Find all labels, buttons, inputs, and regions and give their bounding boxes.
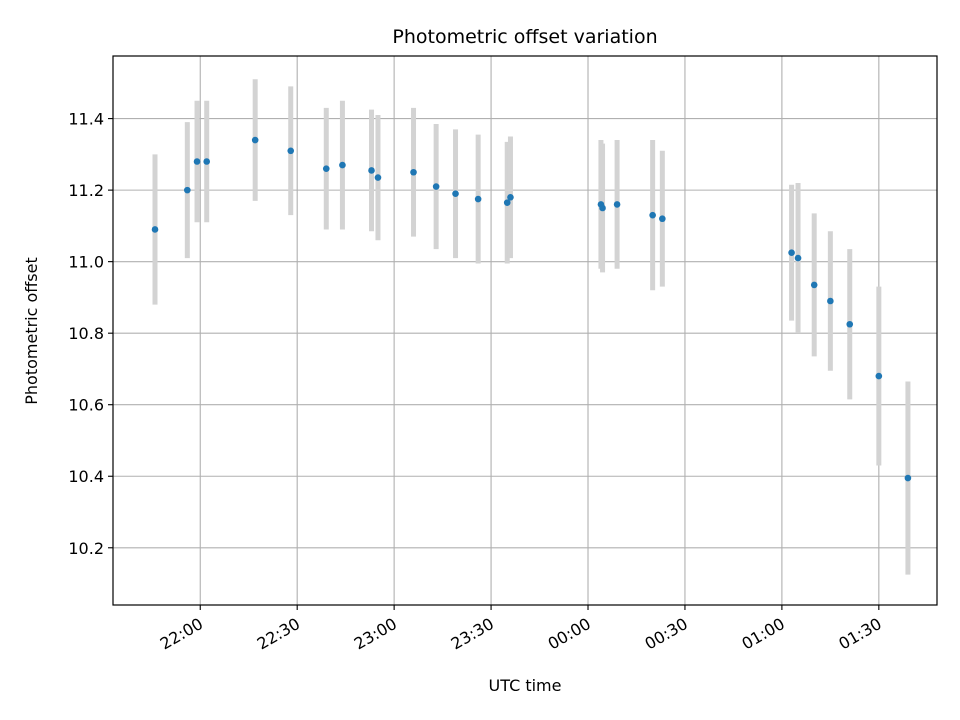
data-point <box>904 474 912 482</box>
data-point <box>251 136 259 144</box>
data-point <box>503 199 511 206</box>
data-point <box>875 372 883 380</box>
x-axis-label: UTC time <box>489 676 562 695</box>
data-point <box>151 226 159 233</box>
data-point <box>322 165 330 172</box>
y-tick-label: 11.4 <box>68 110 104 129</box>
data-point <box>507 193 514 201</box>
data-point <box>810 281 818 289</box>
y-tick-label: 11.0 <box>68 253 104 272</box>
data-point <box>339 161 346 169</box>
data-point <box>452 190 459 197</box>
data-point <box>432 183 440 190</box>
y-axis-label: Photometric offset <box>22 257 41 405</box>
chart-title: Photometric offset variation <box>392 26 657 48</box>
data-point <box>368 167 375 174</box>
y-tick-label: 10.4 <box>68 467 104 486</box>
data-point <box>846 320 854 328</box>
data-point <box>193 158 201 165</box>
y-tick-label: 10.8 <box>68 324 104 343</box>
data-point <box>649 211 656 219</box>
data-point <box>374 174 382 181</box>
data-point <box>788 249 795 257</box>
data-point <box>203 158 211 165</box>
data-point <box>184 186 191 194</box>
data-point <box>287 147 295 155</box>
y-tick-label: 10.2 <box>68 539 104 558</box>
data-point <box>794 254 802 262</box>
grid <box>113 56 937 605</box>
data-point <box>599 204 606 212</box>
y-tick-label: 10.6 <box>68 396 104 415</box>
plot-frame <box>112 55 938 606</box>
data-point <box>827 297 834 305</box>
data-point <box>410 168 417 176</box>
data-point <box>474 195 482 203</box>
y-tick-label: 11.2 <box>68 181 104 200</box>
data-points <box>151 136 912 482</box>
data-point <box>613 201 621 208</box>
data-point <box>659 215 666 223</box>
